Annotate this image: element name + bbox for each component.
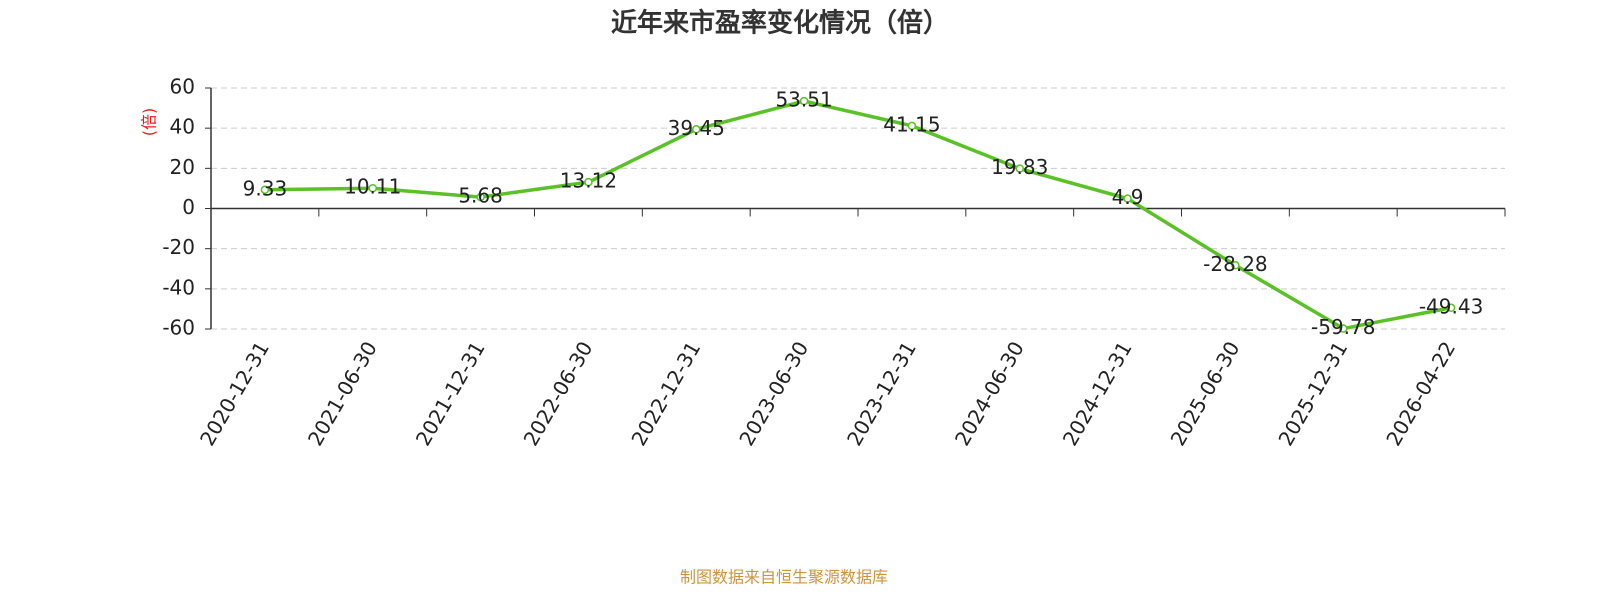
point [1123, 194, 1132, 203]
y-tick-label: 60 [170, 75, 195, 99]
x-tick-label: 2024-06-30 [950, 337, 1029, 450]
x-tick-label: 2021-12-31 [411, 337, 490, 450]
source-note: 制图数据来自恒生聚源数据库 [680, 568, 888, 587]
x-tick-label: 2024-12-31 [1058, 337, 1137, 450]
value-label: 39.45 [668, 116, 725, 140]
point [692, 125, 701, 134]
value-label: 53.51 [775, 88, 832, 112]
chart-title: 近年来市盈率变化情况（倍） [611, 8, 949, 39]
value-label: 9.33 [243, 176, 288, 200]
point [907, 121, 917, 131]
x-tick-label: 2025-06-30 [1166, 337, 1245, 450]
value-label: 13.12 [560, 169, 617, 193]
x-tick-label: 2020-12-31 [195, 337, 274, 450]
value-label: 5.68 [458, 184, 503, 208]
point [1231, 261, 1240, 270]
y-tick-label: -40 [162, 275, 195, 299]
value-label: -59.78 [1311, 315, 1375, 339]
point [584, 177, 593, 187]
x-tick-label: 2026-04-22 [1381, 337, 1460, 450]
x-tick-label: 2022-12-31 [626, 337, 705, 450]
x-tick-label: 2023-12-31 [842, 337, 921, 450]
value-label: 19.83 [991, 155, 1048, 179]
value-label: 41.15 [883, 112, 940, 136]
point [799, 96, 809, 106]
y-tick-label: 0 [182, 195, 195, 219]
point [476, 192, 485, 202]
y-tick-label: 20 [170, 155, 195, 179]
point [260, 185, 270, 195]
x-tick-label: 2023-06-30 [734, 337, 813, 450]
value-label: 10.11 [344, 175, 401, 199]
value-label: -49.43 [1419, 294, 1483, 318]
point [1446, 303, 1456, 313]
line [264, 99, 1452, 331]
value-label: -28.28 [1203, 252, 1267, 276]
x-tick-label: 2021-06-30 [303, 337, 382, 450]
value-label: 4.9 [1112, 185, 1144, 209]
point [1015, 164, 1024, 173]
point [1339, 324, 1348, 333]
y-axis-label: (倍) [140, 108, 159, 137]
x-tick-label: 2025-12-31 [1273, 337, 1352, 450]
y-tick-label: -60 [162, 316, 195, 340]
point [368, 183, 377, 193]
y-tick-label: -20 [162, 235, 195, 259]
y-tick-label: 40 [170, 115, 195, 139]
x-tick-label: 2022-06-30 [519, 337, 598, 450]
